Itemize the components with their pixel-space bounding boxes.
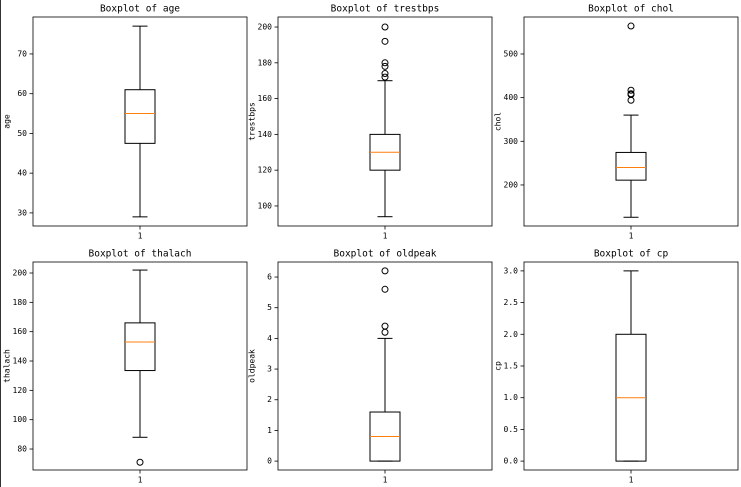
y-tick-label: 180 xyxy=(13,298,28,307)
y-tick-label: 100 xyxy=(258,201,273,210)
y-tick-label: 40 xyxy=(17,169,27,178)
flier xyxy=(381,73,389,81)
x-tick-label: 1 xyxy=(383,232,388,241)
y-tick-label: 400 xyxy=(504,93,519,102)
y-tick-label: 200 xyxy=(258,23,273,32)
y-tick-label: 4 xyxy=(267,334,272,343)
y-tick-label: 30 xyxy=(17,208,27,217)
box xyxy=(615,151,647,181)
y-axis-label: cp xyxy=(494,361,503,371)
y-tick-label: 3 xyxy=(267,365,272,374)
flier xyxy=(381,322,389,330)
y-tick-label: 60 xyxy=(17,89,27,98)
flier xyxy=(381,59,389,67)
y-tick-label: 1.0 xyxy=(504,393,519,402)
y-tick-label: 0.0 xyxy=(504,457,519,466)
y-tick-label: 2 xyxy=(267,395,272,404)
y-tick-label: 5 xyxy=(267,303,272,312)
y-tick-label: 200 xyxy=(504,180,519,189)
chart-title: Boxplot of age xyxy=(100,4,180,15)
y-tick-label: 180 xyxy=(258,58,273,67)
y-axis-label: chol xyxy=(494,112,503,131)
y-tick-label: 2.0 xyxy=(504,330,519,339)
y-axis-label: oldpeak xyxy=(248,349,257,383)
y-tick-label: 300 xyxy=(504,137,519,146)
y-tick-label: 3.0 xyxy=(504,266,519,275)
chart-title: Boxplot of chol xyxy=(588,4,674,15)
y-axis-label: age xyxy=(3,114,12,129)
y-axis-label: thalach xyxy=(3,349,12,383)
flier xyxy=(136,458,144,466)
chart-title: Boxplot of cp xyxy=(594,249,669,260)
y-tick-label: 6 xyxy=(267,273,272,282)
x-tick-label: 1 xyxy=(138,232,143,241)
flier xyxy=(381,23,389,31)
y-tick-label: 0 xyxy=(267,457,272,466)
y-tick-label: 1.5 xyxy=(504,362,519,371)
chart-title: Boxplot of oldpeak xyxy=(334,249,437,260)
box xyxy=(124,89,156,144)
y-axis-label: trestbps xyxy=(248,102,257,141)
y-tick-label: 50 xyxy=(17,129,27,138)
flier xyxy=(627,86,635,94)
y-tick-label: 140 xyxy=(13,357,28,366)
flier xyxy=(381,37,389,45)
flier xyxy=(381,62,389,70)
x-tick-label: 1 xyxy=(383,476,388,485)
y-tick-label: 160 xyxy=(258,94,273,103)
y-tick-label: 500 xyxy=(504,49,519,58)
y-tick-label: 70 xyxy=(17,49,27,58)
y-tick-label: 200 xyxy=(13,269,28,278)
chart-title: Boxplot of thalach xyxy=(89,249,192,260)
y-tick-label: 80 xyxy=(17,445,27,454)
y-tick-label: 100 xyxy=(13,415,28,424)
flier xyxy=(627,90,635,98)
flier xyxy=(381,285,389,293)
chart-title: Boxplot of trestbps xyxy=(331,4,440,15)
y-tick-label: 1 xyxy=(267,426,272,435)
x-tick-label: 1 xyxy=(629,232,634,241)
y-tick-label: 0.5 xyxy=(504,425,519,434)
y-tick-label: 120 xyxy=(13,386,28,395)
y-tick-label: 140 xyxy=(258,130,273,139)
flier xyxy=(381,70,389,78)
x-tick-label: 1 xyxy=(629,476,634,485)
y-tick-label: 2.5 xyxy=(504,298,519,307)
x-tick-label: 1 xyxy=(138,476,143,485)
flier xyxy=(627,22,635,30)
box xyxy=(124,322,156,372)
y-tick-label: 120 xyxy=(258,166,273,175)
flier xyxy=(381,267,389,275)
y-tick-label: 160 xyxy=(13,327,28,336)
